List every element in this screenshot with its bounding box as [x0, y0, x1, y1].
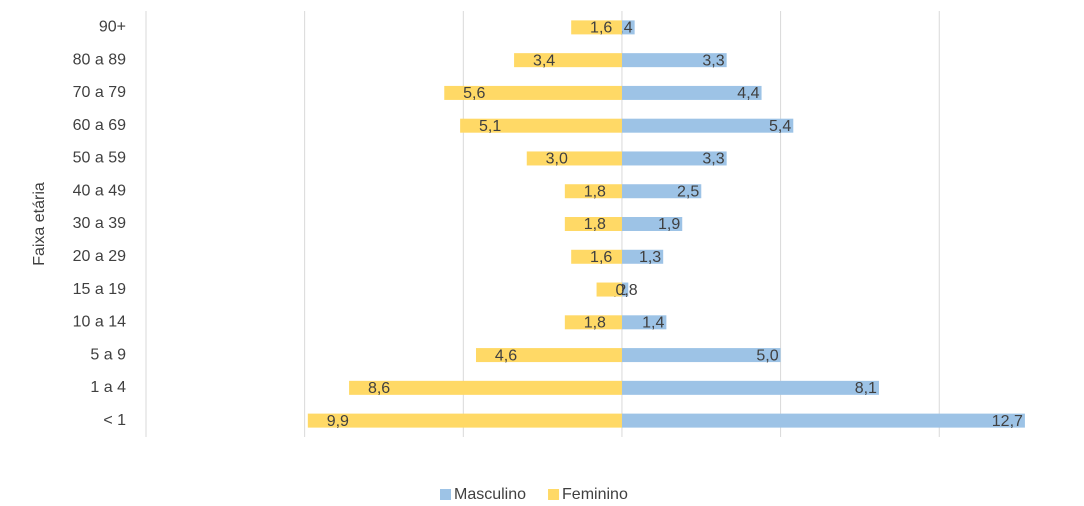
- data-label: 3,0: [546, 151, 568, 168]
- bar: [621, 151, 727, 166]
- data-label: 5,0: [756, 347, 778, 364]
- legend-swatch: [548, 489, 560, 500]
- data-label: 5,4: [769, 118, 791, 135]
- data-label: 1,3: [639, 249, 661, 266]
- bar: [621, 184, 702, 199]
- data-label: 5,6: [463, 85, 485, 102]
- bar: [526, 151, 622, 166]
- data-label: 8,6: [368, 380, 390, 397]
- bar: [621, 315, 667, 330]
- bar: [564, 217, 622, 231]
- y-tick-label: 1 a 4: [90, 379, 126, 396]
- bar: [621, 348, 781, 363]
- y-tick-label: 30 a 39: [73, 215, 126, 232]
- y-tick-label: 10 a 14: [73, 314, 126, 331]
- bar: [621, 85, 762, 100]
- bar: [621, 217, 683, 231]
- data-label: 9,9: [327, 413, 349, 430]
- bar: [621, 413, 1025, 428]
- bar: [564, 315, 622, 330]
- bar: [564, 184, 622, 199]
- legend-label: Masculino: [454, 486, 526, 503]
- data-label: 1,8: [584, 315, 606, 332]
- y-tick-label: 5 a 9: [90, 346, 126, 363]
- data-label: 5,1: [479, 118, 501, 135]
- bar: [596, 282, 622, 297]
- y-tick-label: 90+: [99, 19, 126, 36]
- data-label: 3,3: [702, 151, 724, 168]
- data-label: 12,7: [992, 413, 1023, 430]
- bar: [307, 413, 622, 428]
- data-label: 1,6: [590, 20, 612, 37]
- data-label: 1,4: [642, 315, 664, 332]
- y-tick-label: 50 a 59: [73, 150, 126, 167]
- data-label: 1,9: [658, 216, 680, 233]
- y-tick-label: 40 a 49: [73, 182, 126, 199]
- bar: [621, 282, 629, 297]
- data-label: 1,8: [584, 216, 606, 233]
- bar: [514, 53, 622, 68]
- data-label: 8,1: [855, 380, 877, 397]
- bar: [475, 348, 622, 363]
- y-tick-label: 20 a 29: [73, 248, 126, 265]
- data-label: 1,6: [590, 249, 612, 266]
- y-tick-label: < 1: [103, 412, 126, 429]
- bar: [621, 118, 794, 133]
- y-axis-label: Faixa etária: [31, 182, 48, 266]
- bar: [444, 85, 622, 100]
- bar: [349, 380, 622, 395]
- data-label: 3,4: [533, 52, 555, 69]
- data-label: 3,3: [702, 52, 724, 69]
- legend-label: Feminino: [562, 486, 628, 503]
- y-tick-label: 70 a 79: [73, 84, 126, 101]
- data-label: 1,8: [584, 183, 606, 200]
- bar: [571, 20, 622, 35]
- data-label: 4,4: [737, 85, 759, 102]
- y-tick-label: 15 a 19: [73, 281, 126, 298]
- legend-swatch: [440, 489, 451, 500]
- y-tick-label: 80 a 89: [73, 51, 126, 68]
- bar: [621, 380, 879, 395]
- data-label: 2,5: [677, 183, 699, 200]
- bar: [621, 249, 664, 264]
- y-tick-label: 60 a 69: [73, 117, 126, 134]
- bar: [621, 53, 727, 68]
- data-label: 4,6: [495, 347, 517, 364]
- bar: [571, 249, 622, 264]
- data-label: 0,8: [615, 282, 637, 299]
- bar: [621, 20, 635, 35]
- bar: [460, 118, 622, 133]
